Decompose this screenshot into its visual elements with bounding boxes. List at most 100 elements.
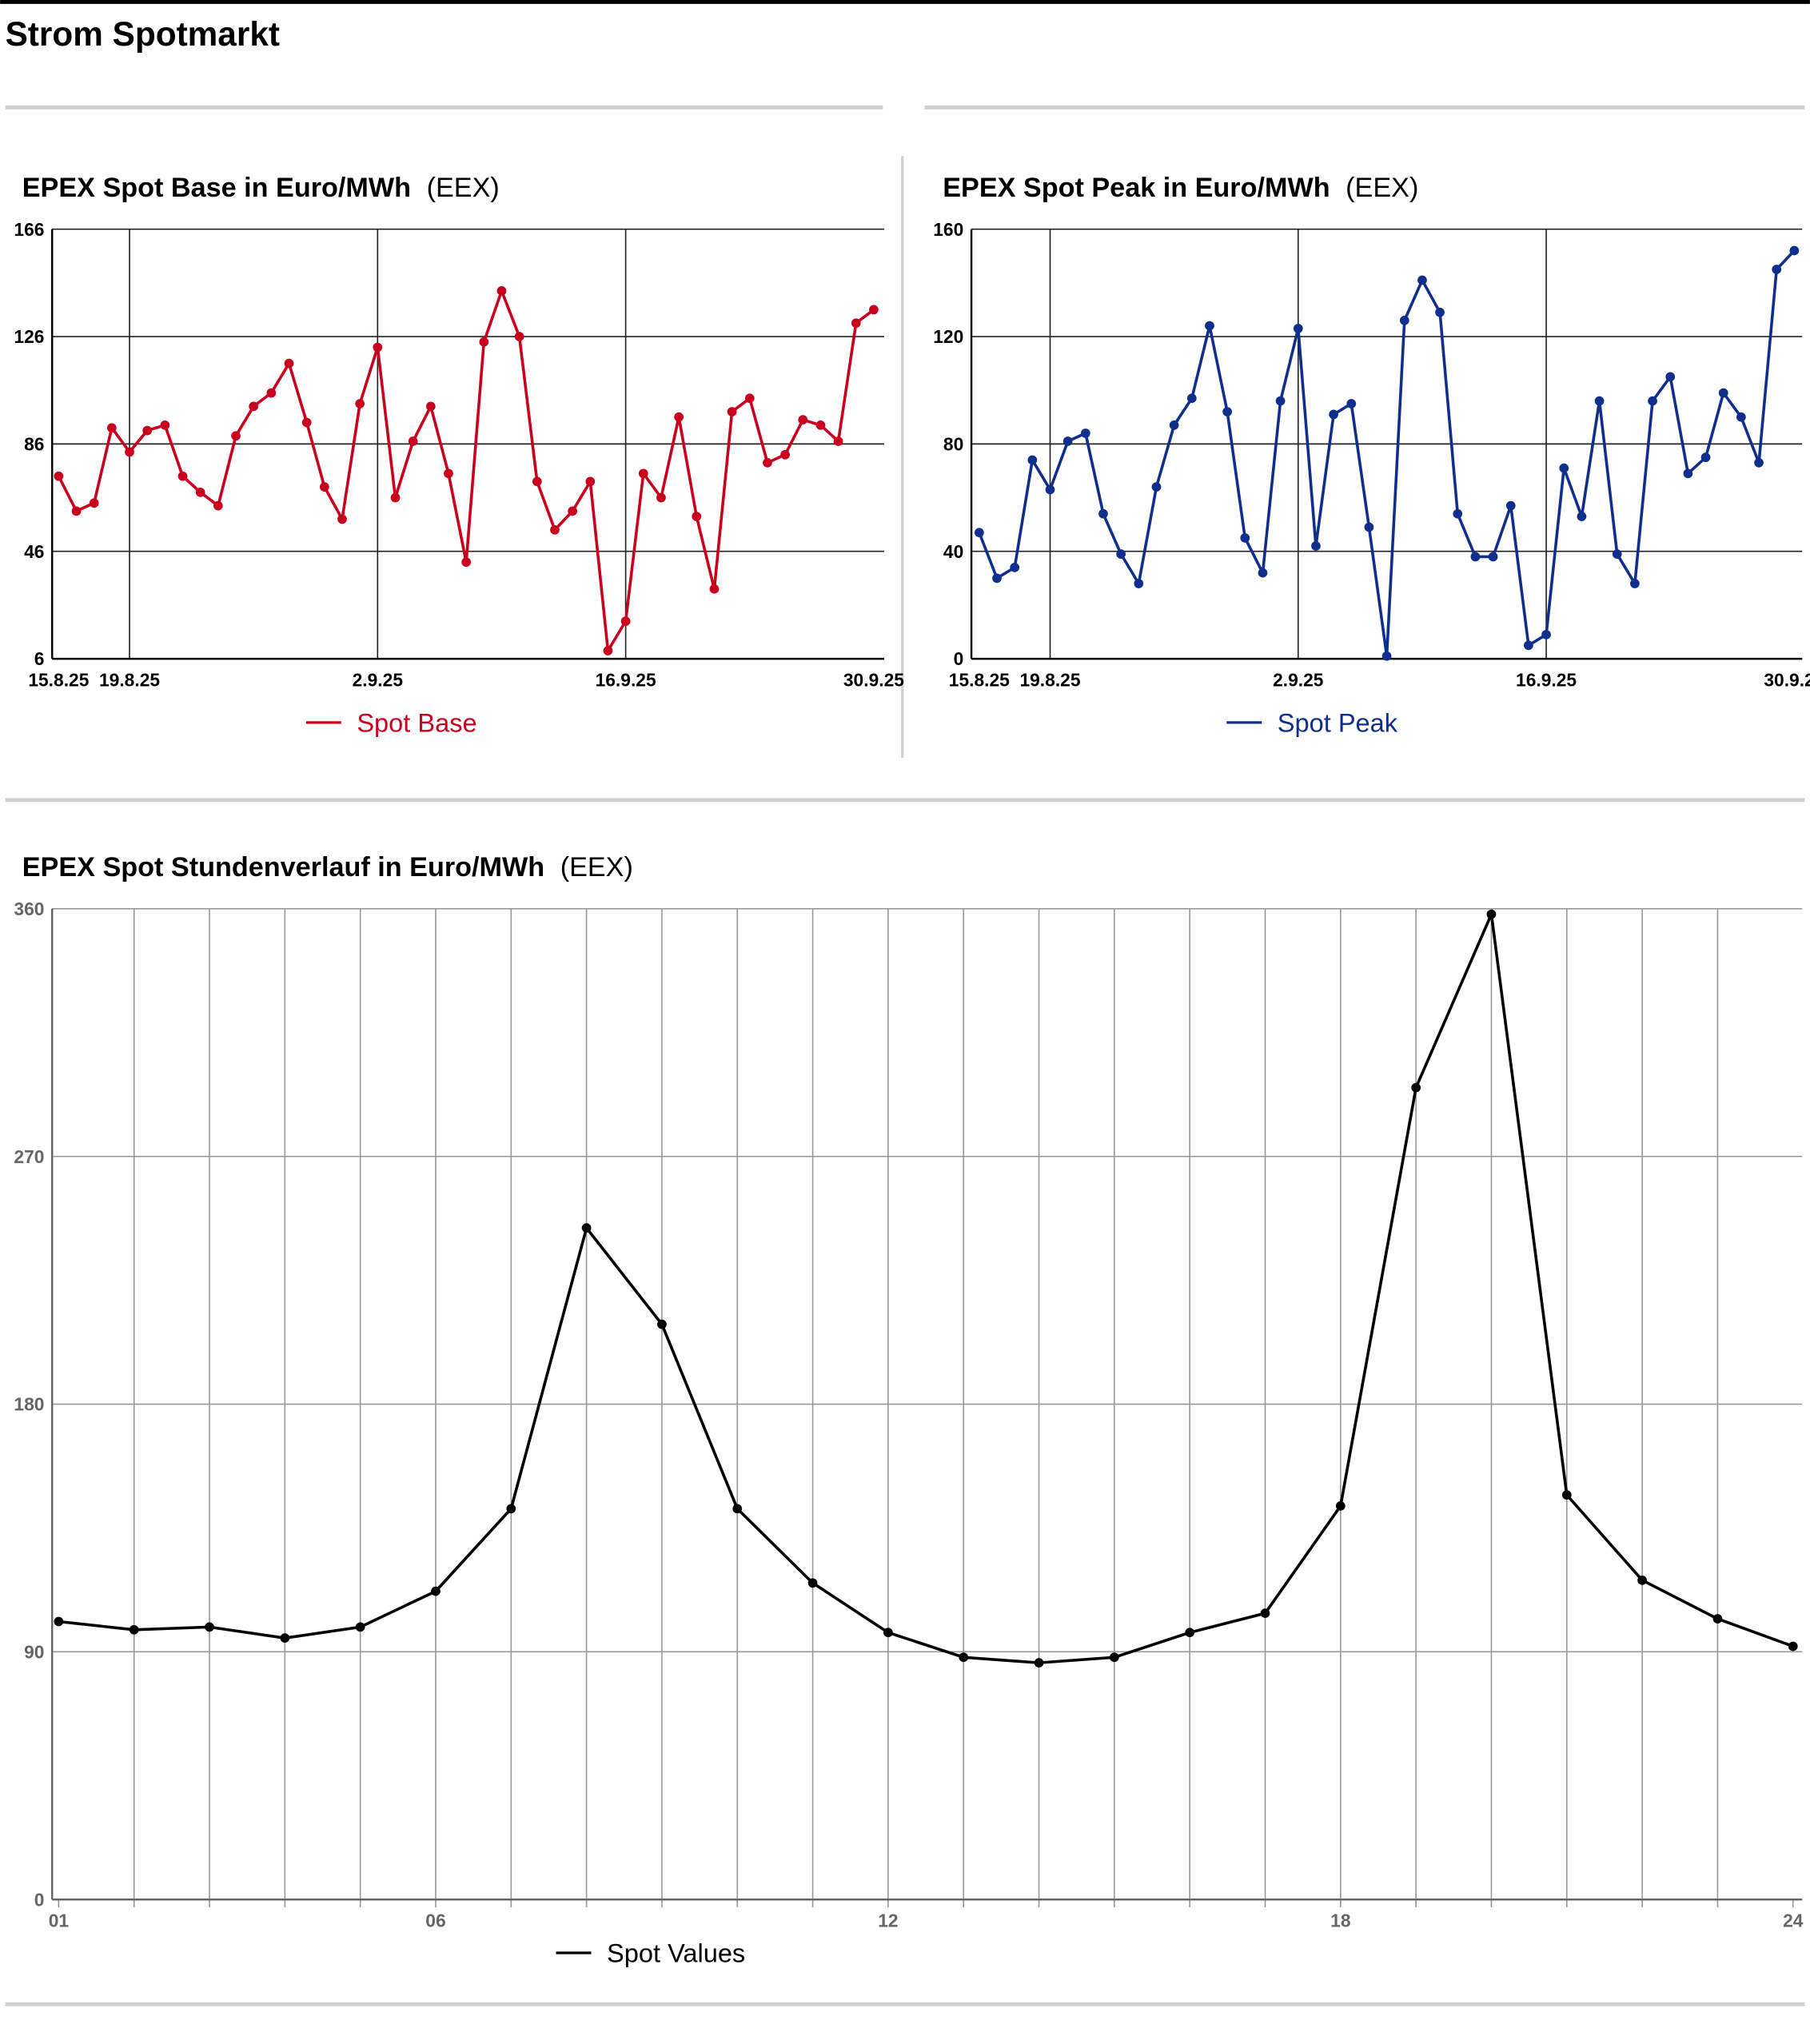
data-point [1346, 399, 1357, 408]
data-point [1488, 552, 1498, 562]
data-point [780, 449, 790, 460]
data-point [408, 436, 418, 446]
data-point [1648, 396, 1657, 406]
x-tick-label: 19.8.25 [99, 669, 160, 690]
data-point [106, 423, 117, 433]
data-point [581, 1223, 592, 1233]
data-point [1683, 468, 1693, 479]
data-point [1260, 1608, 1270, 1619]
divider [901, 156, 904, 758]
data-point [1335, 1501, 1346, 1511]
y-tick-label: 0 [34, 1889, 45, 1910]
data-point [355, 399, 365, 408]
data-point [532, 476, 542, 487]
data-point [266, 388, 277, 398]
data-point [585, 476, 596, 487]
data-point [160, 420, 170, 430]
data-point [205, 1622, 214, 1632]
data-point [280, 1633, 290, 1644]
data-point [603, 646, 613, 655]
data-point [425, 401, 436, 412]
data-point [1151, 482, 1162, 492]
data-point [1222, 407, 1232, 416]
separator [924, 105, 1805, 110]
data-point [1486, 909, 1497, 919]
data-point [1275, 396, 1286, 406]
data-point [195, 487, 205, 497]
data-point [1505, 500, 1516, 511]
data-point [1630, 579, 1640, 588]
data-point [431, 1586, 441, 1596]
data-point [1411, 1082, 1421, 1093]
data-point [974, 528, 984, 538]
y-tick-label: 80 [943, 434, 963, 455]
data-point [674, 412, 684, 422]
data-point [337, 514, 347, 524]
data-point [1364, 522, 1374, 532]
y-tick-label: 0 [954, 648, 964, 669]
x-tick-label: 16.9.25 [1516, 669, 1577, 690]
data-point [1700, 452, 1711, 463]
data-point [833, 436, 843, 446]
data-point [1169, 420, 1179, 430]
x-tick-label: 2.9.25 [1273, 669, 1324, 690]
y-tick-label: 360 [14, 898, 44, 919]
x-tick-label: 15.8.25 [949, 669, 1010, 690]
y-tick-label: 126 [14, 326, 44, 347]
y-tick-label: 120 [933, 326, 963, 347]
data-point [1712, 1614, 1723, 1624]
top-border [0, 0, 1810, 4]
data-point [71, 506, 82, 516]
data-point [656, 492, 666, 503]
data-point [1754, 458, 1764, 468]
legend-label: Spot Peak [1278, 708, 1398, 737]
y-tick-label: 86 [24, 434, 44, 455]
data-point [479, 337, 489, 347]
y-tick-label: 6 [34, 648, 45, 669]
data-point [620, 616, 631, 626]
data-point [461, 557, 472, 568]
data-point [883, 1628, 893, 1638]
data-point [355, 1622, 365, 1632]
data-line [58, 909, 1794, 1664]
chart-source: (EEX) [560, 852, 633, 883]
data-point [284, 358, 294, 369]
data-point [249, 401, 259, 412]
data-point [319, 482, 329, 492]
data-point [506, 1504, 516, 1514]
data-point [496, 286, 507, 296]
data-point [1417, 275, 1427, 285]
y-tick-label: 46 [24, 541, 44, 562]
data-point [1665, 372, 1676, 382]
x-tick-label: 16.9.25 [596, 669, 656, 690]
x-tick-label: 24 [1783, 1910, 1804, 1930]
y-tick-label: 90 [24, 1642, 44, 1663]
data-point [129, 1624, 139, 1635]
data-point [1470, 552, 1481, 562]
legend-label: Spot Base [357, 708, 476, 737]
data-point [1381, 651, 1392, 661]
chart-title: EPEX Spot Base in Euro/MWh (EEX) [22, 173, 500, 203]
data-point [177, 471, 188, 481]
data-point [1098, 508, 1108, 519]
data-point [1034, 1658, 1044, 1667]
x-tick-label: 2.9.25 [353, 669, 404, 690]
data-point [54, 471, 64, 481]
data-point [568, 506, 577, 516]
data-point [514, 332, 524, 341]
data-point [992, 573, 1002, 584]
data-point [1134, 579, 1144, 588]
legend-label: Spot Values [607, 1938, 745, 1967]
data-point [709, 584, 720, 594]
data-point [959, 1652, 969, 1663]
x-tick-label: 15.8.25 [28, 669, 89, 690]
data-point [301, 417, 312, 428]
y-tick-label: 180 [14, 1394, 44, 1415]
data-point [390, 492, 401, 503]
data-point [142, 425, 153, 436]
data-point [213, 500, 223, 511]
separator [5, 2002, 1805, 2006]
data-point [1399, 315, 1409, 325]
data-point [1561, 1490, 1572, 1500]
